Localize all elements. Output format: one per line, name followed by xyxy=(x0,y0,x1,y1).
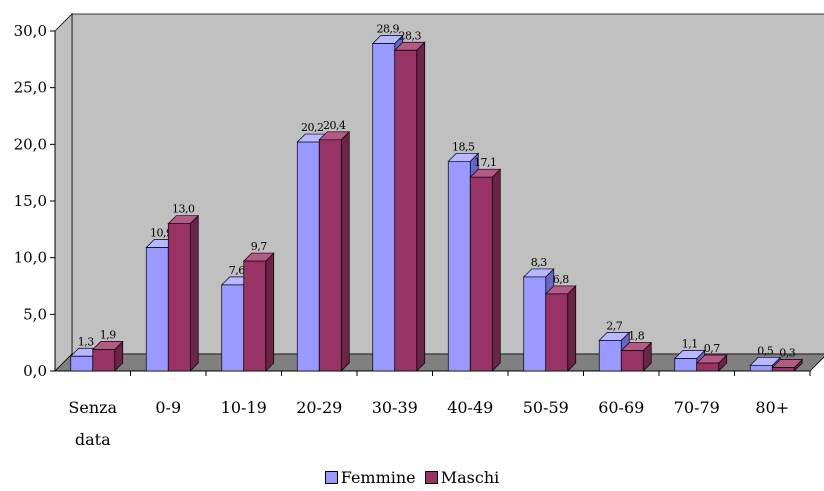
bar-femmine-front xyxy=(448,161,470,371)
data-label-femmine: 28,9 xyxy=(377,22,400,35)
data-label-maschi: 13,0 xyxy=(172,203,195,216)
bar-maschi-front xyxy=(697,363,719,371)
legend: Femmine Maschi xyxy=(0,468,824,488)
y-tick-label: 0,0 xyxy=(23,362,47,380)
data-label-femmine: 18,5 xyxy=(452,140,475,153)
data-label-femmine: 2,7 xyxy=(606,319,622,332)
x-category-label: 40-49 xyxy=(447,398,493,417)
bar-femmine-front xyxy=(71,356,93,371)
bar-maschi-side xyxy=(492,169,500,371)
bar-maschi-front xyxy=(93,349,115,371)
legend-label-femmine: Femmine xyxy=(341,468,416,487)
x-category-label: 0-9 xyxy=(155,398,181,417)
bar-femmine-front xyxy=(222,285,244,371)
bar-maschi-front xyxy=(621,351,643,371)
bar-maschi xyxy=(470,169,500,371)
x-category-label: 10-19 xyxy=(221,398,267,417)
y-tick-label: 25,0 xyxy=(14,79,47,97)
bar-maschi-side xyxy=(190,216,198,371)
legend-label-maschi: Maschi xyxy=(441,468,500,487)
data-label-maschi: 0,7 xyxy=(704,342,720,355)
bar-maschi xyxy=(168,216,198,371)
x-category-label: 60-69 xyxy=(598,398,644,417)
x-category-label: data xyxy=(75,430,111,449)
bar-maschi-side xyxy=(341,132,349,371)
bar-maschi-front xyxy=(546,294,568,371)
legend-item-femmine: Femmine xyxy=(325,468,416,487)
data-label-maschi: 1,8 xyxy=(628,330,644,343)
legend-item-maschi: Maschi xyxy=(425,468,500,487)
data-label-femmine: 1,1 xyxy=(682,338,698,351)
bar-maschi xyxy=(93,341,123,371)
x-category-label: Senza xyxy=(68,398,117,417)
bar-maschi-front xyxy=(244,261,266,371)
x-category-label: 20-29 xyxy=(296,398,342,417)
data-label-maschi: 20,4 xyxy=(323,119,346,132)
bar-femmine-front xyxy=(750,365,772,371)
data-label-maschi: 17,1 xyxy=(474,156,497,169)
bar-femmine-front xyxy=(373,43,395,371)
bar-femmine-front xyxy=(599,340,621,371)
side-wall xyxy=(55,14,72,371)
x-category-label: 80+ xyxy=(755,398,789,417)
bar-maschi-front xyxy=(470,177,492,371)
y-tick-label: 10,0 xyxy=(14,249,47,267)
x-category-label: 30-39 xyxy=(372,398,418,417)
bar-maschi xyxy=(244,253,274,371)
legend-swatch-maschi xyxy=(425,471,438,484)
data-label-femmine: 0,5 xyxy=(757,344,773,357)
data-label-femmine: 1,3 xyxy=(78,335,94,348)
bar-maschi-front xyxy=(772,368,794,371)
x-category-label: 50-59 xyxy=(523,398,569,417)
bar-maschi xyxy=(621,343,651,371)
data-label-maschi: 28,3 xyxy=(399,29,422,42)
x-category-label: 70-79 xyxy=(674,398,720,417)
bar-maschi xyxy=(319,132,349,371)
data-label-maschi: 1,9 xyxy=(100,328,116,341)
bar-femmine-front xyxy=(297,142,319,371)
bar-femmine-front xyxy=(524,277,546,371)
y-tick-label: 30,0 xyxy=(14,22,47,40)
bar-maschi-front xyxy=(168,224,190,371)
bar-maschi-side xyxy=(568,286,576,371)
data-label-femmine: 7,6 xyxy=(229,264,245,277)
data-label-femmine: 20,2 xyxy=(301,121,324,134)
y-tick-label: 20,0 xyxy=(14,135,47,153)
bar-femmine-front xyxy=(675,359,697,371)
y-tick-label: 15,0 xyxy=(14,192,47,210)
data-label-maschi: 0,3 xyxy=(779,347,795,360)
y-tick-label: 5,0 xyxy=(23,305,47,323)
data-label-femmine: 8,3 xyxy=(531,256,547,269)
bar-maschi-front xyxy=(319,140,341,371)
bar-maschi-side xyxy=(417,42,425,371)
data-label-maschi: 9,7 xyxy=(251,240,267,253)
data-label-maschi: 6,8 xyxy=(553,273,569,286)
bar-maschi xyxy=(546,286,576,371)
legend-swatch-femmine xyxy=(325,471,338,484)
bar-maschi xyxy=(395,42,425,371)
bar-maschi-front xyxy=(395,50,417,371)
bar-maschi-side xyxy=(266,253,274,371)
bar-femmine-front xyxy=(146,247,168,371)
